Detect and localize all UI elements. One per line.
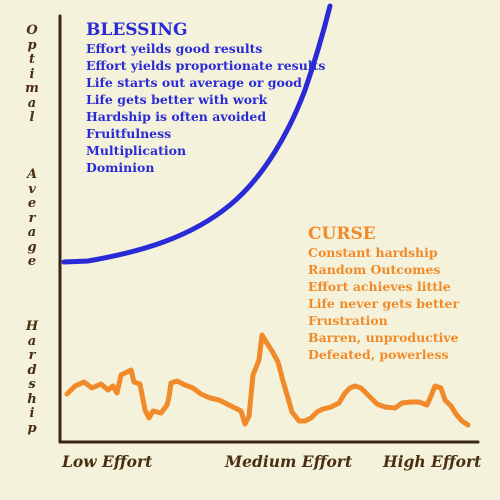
blessing-item: Fruitfulness xyxy=(86,126,172,141)
curse-item: Constant hardship xyxy=(308,245,438,260)
x-label-medium-effort: Medium Effort xyxy=(225,452,353,471)
blessing-item: Multiplication xyxy=(86,143,187,158)
blessing-curve xyxy=(61,3,333,265)
blessing-title: BLESSING xyxy=(86,20,188,40)
blessing-block: BLESSING Effort yeilds good results Effo… xyxy=(86,20,325,176)
curse-curve xyxy=(64,332,471,428)
curse-item: Defeated, powerless xyxy=(308,347,449,362)
y-label-average: A v e r a g e xyxy=(26,167,38,269)
curse-item: Random Outcomes xyxy=(308,262,441,277)
blessing-item: Effort yields proportionate results xyxy=(86,58,326,73)
y-label-hardship: H a r d s h i p xyxy=(25,319,39,436)
curse-item: Effort achieves little xyxy=(308,279,451,294)
blessing-item: Hardship is often avoided xyxy=(86,109,267,124)
blessing-item: Dominion xyxy=(86,160,155,175)
curse-item: Barren, unproductive xyxy=(308,330,459,345)
curse-block: CURSE Constant hardship Random Outcomes … xyxy=(308,224,459,363)
blessing-item: Life gets better with work xyxy=(86,92,268,107)
curse-title: CURSE xyxy=(308,224,376,244)
x-label-low-effort: Low Effort xyxy=(62,452,153,471)
blessing-item: Life starts out average or good xyxy=(86,75,302,90)
curse-item: Life never gets better xyxy=(308,296,460,311)
blessing-item: Effort yeilds good results xyxy=(86,41,263,56)
x-label-high-effort: High Effort xyxy=(383,452,482,471)
y-label-optimal: O p t i m a l xyxy=(25,23,39,125)
curse-item: Frustration xyxy=(308,313,388,328)
